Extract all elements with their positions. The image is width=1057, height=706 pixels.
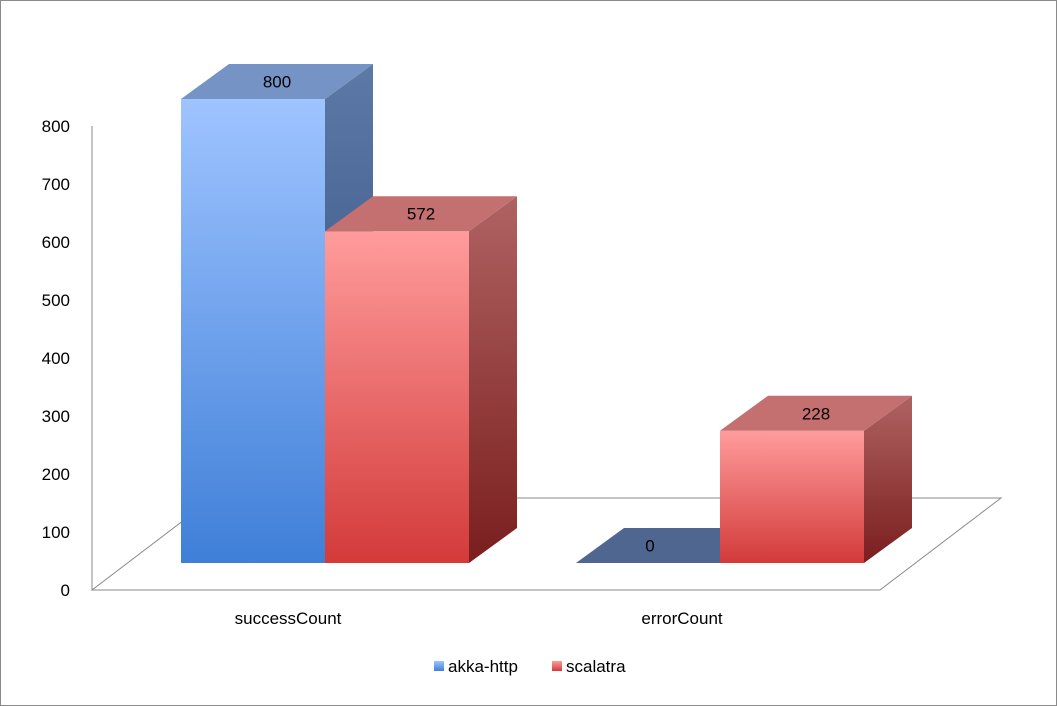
labels-layer: 800 572 0 228 [263,73,830,556]
legend-swatch [552,661,562,671]
y-tick-label: 0 [61,581,70,600]
bar-scalatra-successCount [325,196,517,564]
x-category-label: successCount [235,609,342,628]
y-tick-label: 500 [42,291,70,310]
legend-swatch [434,661,444,671]
y-tick-label: 700 [42,175,70,194]
bar-top-face [181,64,373,99]
legend-label: akka-http [448,657,518,676]
y-tick-label: 100 [42,523,70,542]
legend-label: scalatra [566,657,626,676]
data-label: 228 [802,404,830,423]
y-tick-label: 800 [42,117,70,136]
bar-scalatra-errorCount [720,395,912,563]
bar-front-face [325,231,469,564]
data-label: 0 [645,537,654,556]
bar-side-face [864,395,912,563]
data-label: 800 [263,73,291,92]
x-category-label: errorCount [641,609,723,628]
data-label: 572 [407,205,435,224]
bar-top-face [325,196,517,232]
bar-front-face [181,99,325,563]
y-tick-label: 600 [42,233,70,252]
bars-layer [181,64,912,564]
legend-item: akka-http [434,657,518,676]
legend: akka-http scalatra [434,657,626,676]
legend-item: scalatra [552,657,626,676]
y-tick-label: 300 [42,407,70,426]
bar-side-face [469,196,517,564]
y-tick-label: 200 [42,465,70,484]
bar-top-face [720,395,912,431]
y-tick-label: 400 [42,349,70,368]
bar-front-face [720,430,864,563]
